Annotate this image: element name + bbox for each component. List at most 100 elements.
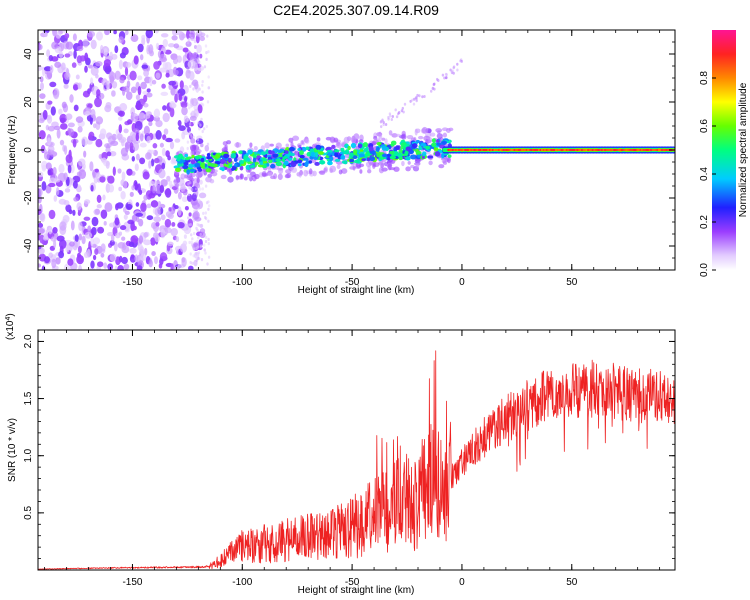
heatmap-cell xyxy=(188,53,197,60)
heatmap-cell xyxy=(107,175,115,184)
heatmap-cell xyxy=(197,251,201,255)
x-tick-label: -150 xyxy=(122,277,142,288)
heatmap-cell xyxy=(118,59,123,70)
heatmap-cell xyxy=(50,106,56,116)
heatmap-cell xyxy=(198,192,207,199)
heatmap-cell xyxy=(208,204,211,208)
heatmap-cell xyxy=(48,54,54,62)
heatmap-cell xyxy=(388,130,393,136)
heatmap-cell xyxy=(175,167,181,173)
heatmap-cell xyxy=(287,157,293,161)
heatmap-cell xyxy=(333,149,340,153)
heatmap-cell xyxy=(436,133,443,139)
heatmap-cell xyxy=(234,163,238,167)
heatmap-cell xyxy=(343,136,350,144)
heatmap-cell xyxy=(195,258,198,262)
heatmap-cell xyxy=(227,157,232,163)
heatmap-cell xyxy=(394,133,402,137)
heatmap-cell xyxy=(201,80,204,84)
heatmap-cell xyxy=(275,158,282,162)
heatmap-cell xyxy=(120,190,126,200)
heatmap-cell xyxy=(162,38,168,48)
heatmap-cell xyxy=(199,123,202,127)
heatmap-cell xyxy=(186,117,189,121)
heatmap-cell xyxy=(160,214,166,221)
heatmap-cell xyxy=(159,53,167,61)
heatmap-cell xyxy=(186,227,189,231)
heatmap-cell xyxy=(434,151,441,157)
heatmap-cell xyxy=(193,209,196,213)
heatmap-cell xyxy=(192,121,196,125)
heatmap-cell xyxy=(90,108,96,119)
heatmap-cell xyxy=(176,157,181,162)
heatmap-cell xyxy=(92,237,101,245)
heatmap-cell xyxy=(191,237,194,241)
heatmap-cell xyxy=(46,49,51,58)
heatmap-cell xyxy=(135,212,144,217)
spectrogram-y-label: Frequency (Hz) xyxy=(7,116,18,185)
heatmap-cell xyxy=(180,243,187,253)
heatmap-cell xyxy=(386,153,391,157)
heatmap-cell xyxy=(50,236,58,242)
heatmap-cell xyxy=(129,70,137,81)
heatmap-cell xyxy=(423,95,426,98)
heatmap-cell xyxy=(56,128,61,139)
heatmap-cell xyxy=(207,200,210,204)
heatmap-cell xyxy=(89,161,94,172)
heatmap-cell xyxy=(166,175,171,182)
heatmap-cell xyxy=(446,157,451,164)
heatmap-cell xyxy=(151,250,156,257)
heatmap-cell xyxy=(190,159,196,165)
heatmap-cell xyxy=(51,30,58,37)
heatmap-cell xyxy=(189,33,192,37)
heatmap-cell xyxy=(196,138,200,142)
heatmap-cell xyxy=(308,168,313,175)
heatmap-cell xyxy=(253,145,258,151)
heatmap-cell xyxy=(196,177,200,183)
heatmap-cell xyxy=(48,252,53,258)
heatmap-cell xyxy=(56,235,65,242)
heatmap-cell xyxy=(118,110,125,117)
heatmap-cell xyxy=(395,145,400,151)
heatmap-cell xyxy=(109,253,117,262)
heatmap-cell xyxy=(104,202,113,212)
heatmap-cell xyxy=(303,169,309,177)
heatmap-cell xyxy=(207,219,210,223)
heatmap-cell xyxy=(123,206,127,213)
heatmap-cell xyxy=(175,236,180,243)
heatmap-cell xyxy=(291,167,298,173)
heatmap-cell xyxy=(90,260,95,269)
spectrogram-x-label: Height of straight line (km) xyxy=(298,285,415,296)
heatmap-cell xyxy=(209,163,216,167)
heatmap-cell xyxy=(193,39,197,44)
heatmap-cell xyxy=(362,142,369,148)
heatmap-cell xyxy=(137,43,144,53)
heatmap-cell xyxy=(70,220,75,231)
heatmap-cell xyxy=(379,120,383,124)
heatmap-cell xyxy=(38,247,45,255)
heatmap-cell xyxy=(120,138,125,147)
heatmap-cell xyxy=(201,90,204,94)
heatmap-cell xyxy=(175,174,179,180)
heatmap-cell xyxy=(130,235,139,244)
heatmap-cell xyxy=(129,142,134,150)
heatmap-cell xyxy=(191,192,197,202)
heatmap-cell xyxy=(197,236,200,240)
heatmap-cell xyxy=(123,180,128,189)
heatmap-cell xyxy=(382,153,387,158)
colorbar-ticks: 0.0 0.2 0.4 0.6 0.8 xyxy=(699,71,716,277)
heatmap-cell xyxy=(165,137,173,143)
heatmap-cell xyxy=(139,246,145,255)
heatmap-cell xyxy=(198,60,201,64)
heatmap-cell xyxy=(194,162,201,168)
heatmap-cell xyxy=(59,139,65,146)
colorbar-tick-label: 0.4 xyxy=(699,167,710,181)
heatmap-cell xyxy=(64,145,68,155)
heatmap-cell xyxy=(128,241,135,248)
heatmap-cell xyxy=(393,151,399,156)
heatmap-cell xyxy=(124,66,129,77)
heatmap-cell xyxy=(83,199,91,205)
heatmap-cell xyxy=(359,169,363,174)
heatmap-cell xyxy=(137,85,142,96)
heatmap-cell xyxy=(160,91,169,97)
